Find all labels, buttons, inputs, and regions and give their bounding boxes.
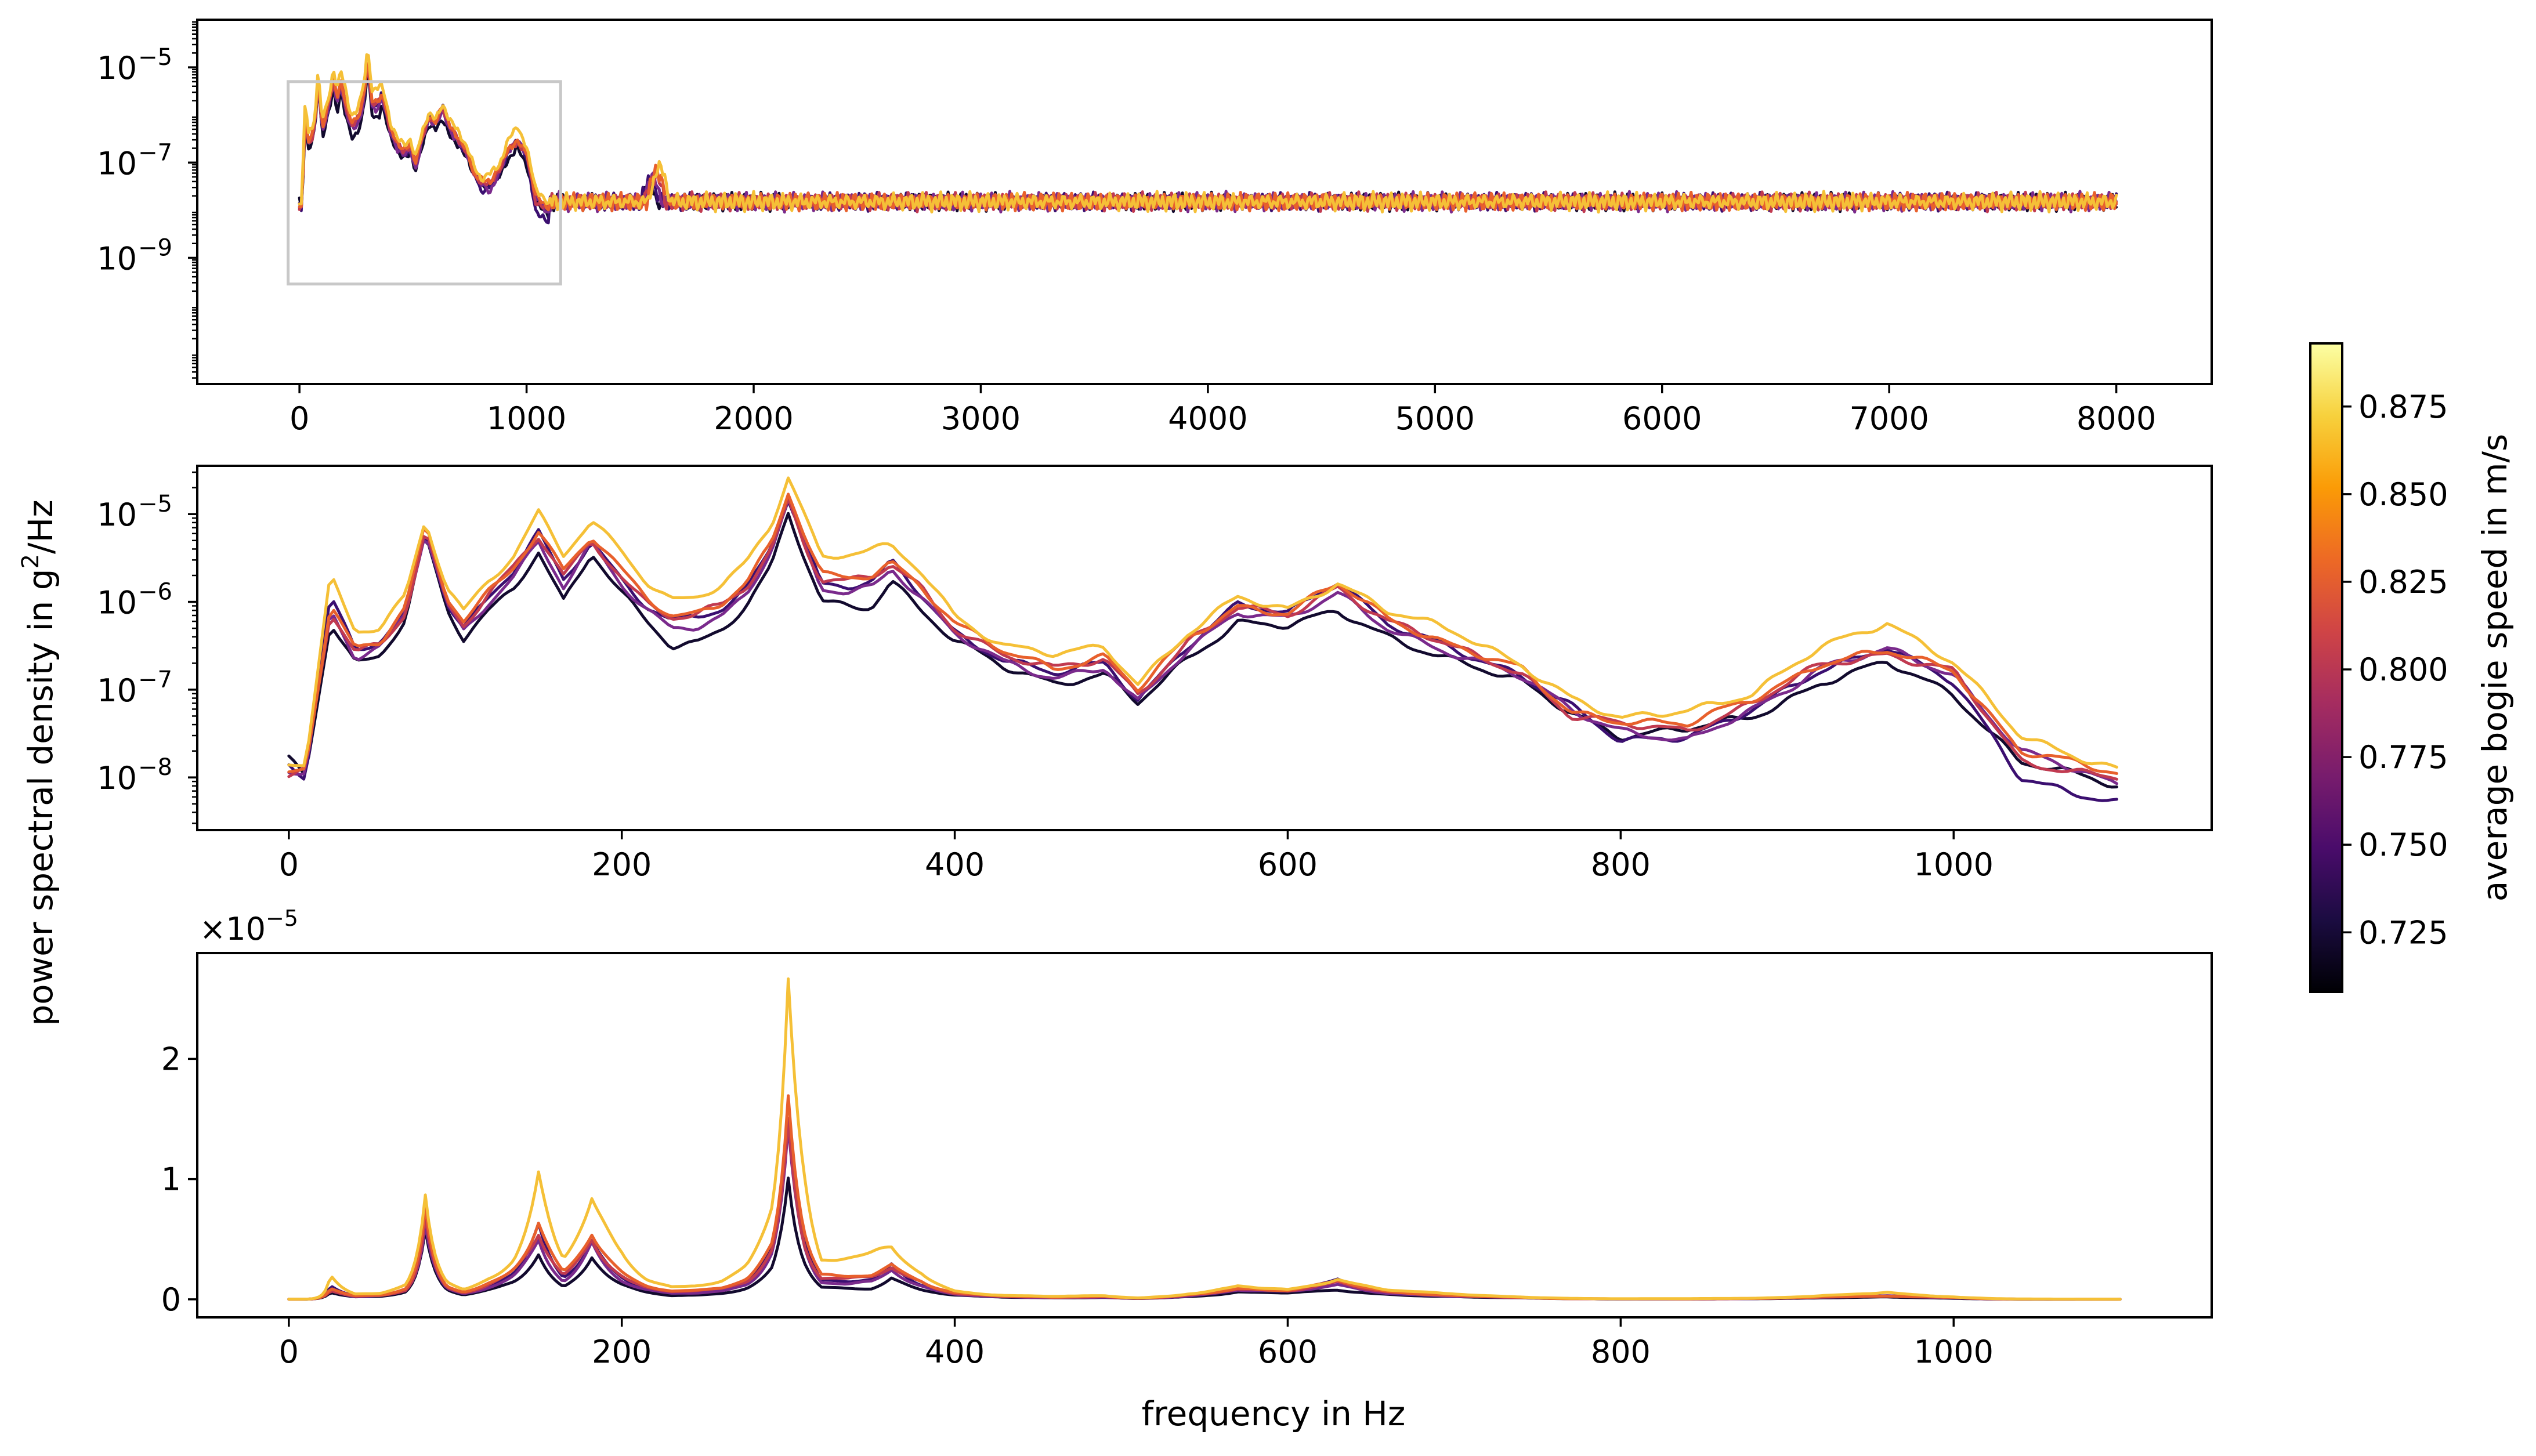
x-tick-label: 1000 [1914, 846, 1994, 883]
y-tick-exponent: −7 [138, 667, 172, 693]
x-tick-label: 400 [925, 846, 985, 883]
y-tick-exponent: −5 [138, 44, 172, 71]
colorbar-tick-label: 0.825 [2358, 564, 2448, 600]
full-spectrum-line [298, 70, 2118, 213]
y-tick-exponent: −9 [138, 234, 172, 261]
colorbar-tick-label: 0.800 [2358, 651, 2448, 688]
x-axis-label: frequency in Hz [1142, 1394, 1406, 1433]
x-tick-label: 0 [279, 1334, 299, 1370]
colorbar: 0.725 0.750 0.775 0.800 0.825 0.850 0.875 aver… [2309, 342, 2515, 993]
y-axis-label: power spectral density in g2/Hz [17, 499, 60, 1026]
zoom-log-line [287, 512, 2118, 789]
zoom-linear-x-axis: 0 200 400 600 800 1000 [279, 1317, 1994, 1370]
x-tick-label: 2000 [714, 400, 793, 437]
y-tick-label: 10 [97, 672, 137, 709]
zoom-log-series [287, 476, 2118, 802]
zoom-linear-series [287, 977, 2122, 1301]
zoom-log-y-axis: 10−510−610−710−8 [97, 471, 197, 824]
y-tick-label: 10 [97, 760, 137, 796]
zoom-linear-frame [196, 952, 2213, 1319]
colorbar-frame [2309, 342, 2343, 993]
x-tick-label: 200 [592, 1334, 652, 1370]
x-tick-label: 1000 [487, 400, 566, 437]
x-tick-label: 4000 [1168, 400, 1247, 437]
zoom-log-line [287, 492, 2118, 775]
x-tick-label: 5000 [1395, 400, 1475, 437]
y-tick-exponent: −8 [138, 754, 172, 781]
y-tick-label: 10 [97, 50, 137, 86]
x-tick-label: 3000 [941, 400, 1021, 437]
zoom-linear-y-axis: 0 1 2 [161, 1041, 197, 1318]
y-tick-label: 10 [97, 497, 137, 533]
zoom-log-line [287, 497, 2118, 785]
y-tick-label: 0 [161, 1281, 181, 1318]
x-tick-label: 400 [925, 1334, 985, 1370]
x-tick-label: 0 [290, 400, 309, 437]
full-spectrum-line [298, 53, 2118, 214]
full-spectrum-line [298, 68, 2118, 214]
y-offset-text: ×10−5 [200, 906, 298, 947]
full-spectrum-x-axis: 0 1000 2000 3000 4000 5000 6000 7000 8000 [290, 384, 2156, 437]
zoom-linear-line [287, 1117, 2122, 1301]
colorbar-tick-label: 0.725 [2358, 914, 2448, 951]
x-tick-label: 1000 [1914, 1334, 1994, 1370]
colorbar-gradient [2310, 343, 2342, 992]
x-tick-label: 800 [1591, 846, 1651, 883]
y-tick-exponent: −5 [138, 491, 172, 517]
y-tick-label: 2 [161, 1041, 181, 1077]
x-tick-label: 0 [279, 846, 299, 883]
x-tick-label: 800 [1591, 1334, 1651, 1370]
full-spectrum-series [298, 53, 2118, 224]
full-spectrum-line [298, 61, 2118, 213]
panel-zoom-linear: 0 200 400 600 800 1000 0 1 2 ×10−5 frequency in… [161, 906, 2213, 1433]
zoom-log-line [287, 476, 2118, 769]
panel-zoom-log: 0 200 400 600 800 1000 10−510−610−710−8 [97, 465, 2213, 883]
zoom-linear-line [287, 977, 2122, 1301]
y-tick-exponent: −7 [138, 139, 172, 166]
x-tick-label: 200 [592, 846, 652, 883]
x-tick-label: 8000 [2076, 400, 2156, 437]
full-spectrum-y-axis: 10−510−710−9 [97, 21, 197, 379]
colorbar-ticks: 0.725 0.750 0.775 0.800 0.825 0.850 0.875 [2342, 389, 2448, 951]
x-tick-label: 600 [1258, 846, 1318, 883]
x-tick-label: 6000 [1622, 400, 1702, 437]
zoom-log-x-axis: 0 200 400 600 800 1000 [279, 830, 1994, 883]
x-tick-label: 600 [1258, 1334, 1318, 1370]
colorbar-tick-label: 0.775 [2358, 739, 2448, 776]
zoom-region-box [287, 80, 562, 286]
zoom-log-line [287, 497, 2118, 781]
y-tick-exponent: −6 [138, 579, 172, 606]
y-tick-label: 10 [97, 240, 137, 277]
colorbar-tick-label: 0.750 [2358, 827, 2448, 863]
colorbar-label: average bogie speed in m/s [2475, 434, 2515, 901]
full-spectrum-frame [196, 19, 2213, 385]
zoom-linear-line [287, 1094, 2122, 1301]
y-tick-label: 10 [97, 585, 137, 621]
y-tick-label: 10 [97, 145, 137, 182]
x-tick-label: 7000 [1849, 400, 1929, 437]
y-tick-label: 1 [161, 1161, 181, 1198]
panel-full-spectrum: 0 1000 2000 3000 4000 5000 6000 7000 8000 10 −510… [97, 19, 2213, 437]
colorbar-tick-label: 0.875 [2358, 389, 2448, 425]
colorbar-tick-label: 0.850 [2358, 476, 2448, 513]
